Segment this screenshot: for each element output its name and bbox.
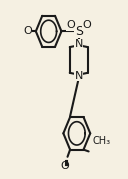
Text: O: O	[67, 20, 75, 30]
Text: O: O	[60, 161, 69, 171]
Text: O: O	[82, 20, 91, 30]
Text: N: N	[74, 71, 83, 81]
Text: CH₃: CH₃	[93, 136, 111, 146]
Text: O: O	[23, 26, 32, 36]
Text: S: S	[75, 25, 83, 38]
Text: N: N	[74, 39, 83, 49]
